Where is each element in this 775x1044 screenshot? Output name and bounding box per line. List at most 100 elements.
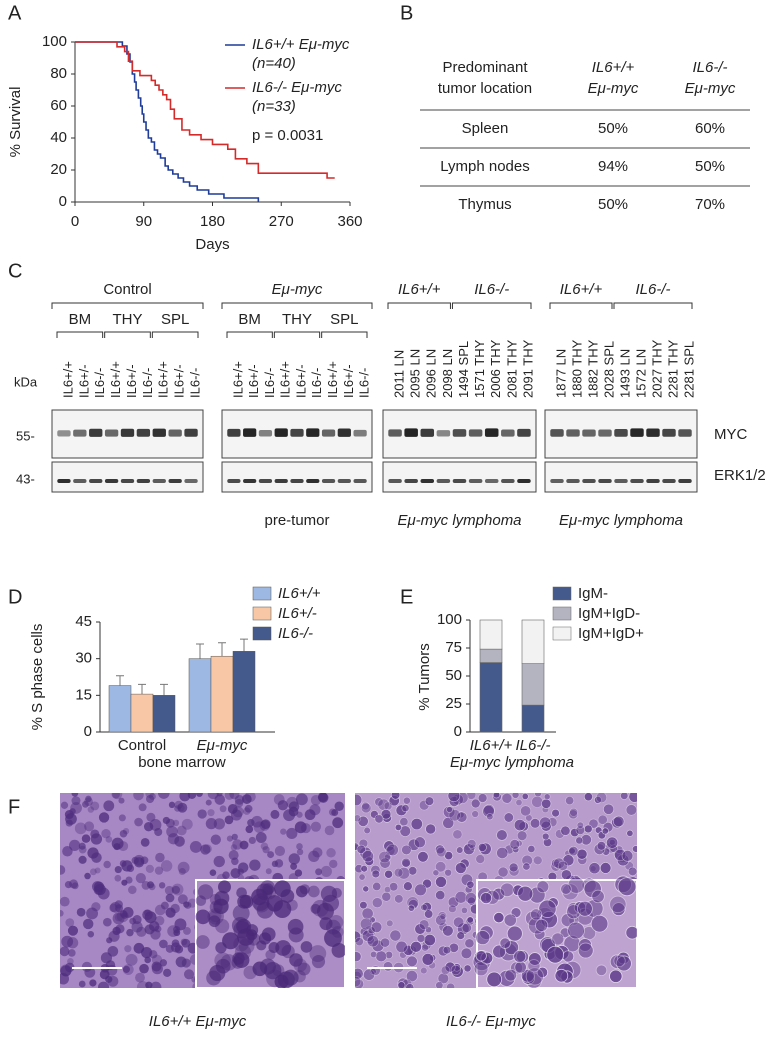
erk-band bbox=[258, 479, 273, 483]
x-tick-label: 90 bbox=[135, 213, 152, 230]
nucleus bbox=[159, 939, 168, 949]
panel-letter: C bbox=[8, 260, 22, 282]
y-tick-label: 60 bbox=[50, 97, 67, 114]
nucleus bbox=[436, 846, 447, 858]
nucleus bbox=[78, 842, 86, 850]
nucleus bbox=[91, 881, 103, 893]
x-tick-label: 270 bbox=[269, 213, 294, 230]
nucleus bbox=[181, 938, 191, 948]
nucleus bbox=[444, 868, 452, 877]
table-header: tumor location bbox=[438, 80, 532, 97]
nucleus bbox=[82, 918, 94, 930]
table-cell: 50% bbox=[598, 120, 628, 137]
lane-label: 2096 LN bbox=[424, 349, 439, 398]
nucleus bbox=[163, 968, 172, 977]
lane-label: 2281 THY bbox=[665, 339, 680, 398]
nucleus bbox=[557, 860, 569, 871]
nucleus bbox=[207, 809, 215, 817]
y-axis-label: % S phase cells bbox=[29, 624, 46, 731]
nucleus bbox=[60, 972, 70, 985]
y-tick-label: 15 bbox=[75, 686, 92, 703]
erk-band bbox=[598, 479, 612, 483]
nucleus bbox=[504, 968, 518, 982]
nucleus bbox=[294, 821, 307, 834]
nucleus bbox=[522, 862, 531, 871]
nucleus bbox=[209, 869, 217, 876]
lane-label: 1493 LN bbox=[617, 349, 632, 398]
nucleus bbox=[425, 823, 436, 835]
nucleus bbox=[102, 917, 112, 927]
nucleus bbox=[357, 815, 369, 827]
x-axis-label: Eμ-myc lymphoma bbox=[450, 754, 574, 771]
nucleus bbox=[60, 801, 69, 809]
x-axis-label: bone marrow bbox=[138, 754, 226, 771]
table-header: Eμ-myc bbox=[588, 80, 639, 97]
group-label: IL6-/- bbox=[474, 281, 509, 298]
lane-label: IL6+/- bbox=[124, 364, 139, 398]
nucleus bbox=[114, 874, 122, 882]
nucleus bbox=[486, 813, 494, 821]
nucleus bbox=[371, 897, 383, 909]
nucleus bbox=[260, 819, 271, 830]
lane-label: IL6+/- bbox=[246, 364, 261, 398]
panel-letter: A bbox=[8, 2, 22, 24]
myc-band bbox=[104, 429, 119, 437]
erk-band bbox=[73, 479, 87, 483]
nucleus bbox=[477, 793, 488, 803]
nucleus bbox=[541, 832, 550, 841]
nucleus bbox=[171, 885, 181, 894]
nucleus bbox=[359, 901, 368, 910]
nucleus bbox=[569, 807, 579, 817]
nucleus bbox=[144, 924, 155, 935]
nucleus bbox=[508, 862, 519, 873]
nucleus bbox=[583, 824, 593, 834]
nucleus bbox=[499, 882, 515, 898]
nucleus bbox=[222, 932, 240, 950]
nucleus bbox=[205, 799, 212, 806]
p-value: p = 0.0031 bbox=[252, 127, 323, 144]
nucleus bbox=[249, 859, 261, 871]
lane-label: 1880 THY bbox=[569, 339, 584, 398]
nucleus bbox=[501, 793, 513, 804]
nucleus bbox=[296, 848, 304, 856]
erk-band bbox=[57, 479, 71, 483]
lane-label: 1494 SPL bbox=[456, 341, 471, 398]
myc-band bbox=[184, 428, 198, 437]
lane-label: IL6-/- bbox=[140, 368, 155, 398]
nucleus bbox=[421, 953, 435, 966]
legend-n: (n=40) bbox=[252, 55, 296, 72]
nucleus bbox=[530, 908, 543, 921]
nucleus bbox=[251, 888, 268, 906]
nucleus bbox=[359, 917, 373, 931]
lane-label: 2091 THY bbox=[520, 339, 535, 398]
nucleus bbox=[626, 829, 634, 837]
nucleus bbox=[466, 839, 477, 849]
myc-band bbox=[243, 428, 257, 437]
nucleus bbox=[437, 911, 447, 921]
myc-band bbox=[436, 430, 451, 437]
y-tick-label: 25 bbox=[445, 695, 462, 712]
erk-band bbox=[227, 479, 241, 483]
nucleus bbox=[516, 830, 528, 841]
nucleus bbox=[145, 864, 154, 874]
nucleus bbox=[599, 862, 612, 874]
myc-band bbox=[630, 428, 644, 437]
nucleus bbox=[241, 794, 252, 804]
protein-label: ERK1/2 bbox=[714, 467, 766, 484]
legend-label: IgM+IgD+ bbox=[578, 625, 644, 642]
nucleus bbox=[140, 838, 150, 847]
image-caption: IL6-/- Eμ-myc bbox=[446, 1013, 536, 1030]
nucleus bbox=[609, 969, 623, 983]
nucleus bbox=[460, 947, 473, 960]
nucleus bbox=[492, 793, 501, 799]
myc-band bbox=[452, 429, 467, 437]
table-cell: Lymph nodes bbox=[440, 158, 530, 175]
nucleus bbox=[492, 944, 507, 959]
nucleus bbox=[237, 862, 249, 873]
nucleus bbox=[67, 958, 74, 965]
table-cell: 60% bbox=[695, 120, 725, 137]
nucleus bbox=[251, 815, 263, 828]
nucleus bbox=[91, 852, 102, 863]
nucleus bbox=[294, 869, 303, 877]
nucleus bbox=[448, 809, 461, 822]
